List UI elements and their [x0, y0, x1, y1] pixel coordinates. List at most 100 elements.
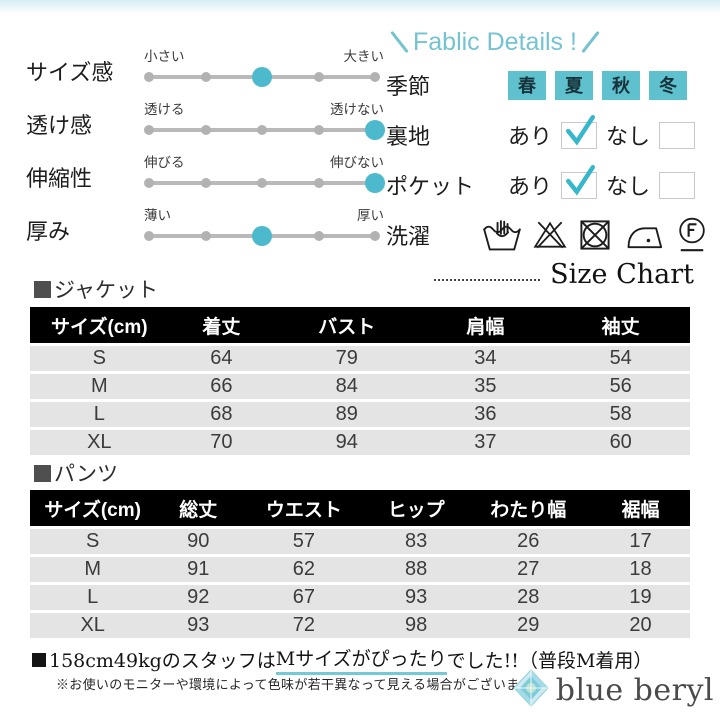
value-cell: 20 — [590, 613, 690, 638]
value-cell: 26 — [465, 529, 591, 554]
value-cell: 17 — [590, 529, 690, 554]
do-not-bleach-icon — [533, 219, 567, 251]
slider-dot[interactable] — [252, 226, 272, 246]
slider-track — [144, 120, 385, 140]
slider-label: 透け感 — [26, 114, 93, 139]
slider-max-label: 大きい — [343, 49, 385, 65]
column-header: 袖丈 — [551, 307, 690, 343]
gem-icon — [511, 668, 551, 712]
column-header: ウエスト — [241, 490, 367, 526]
slider-dot[interactable] — [200, 231, 211, 241]
size-feel-slider: 小さい 大きい — [144, 43, 384, 91]
season-chip-winter[interactable]: 冬 — [649, 70, 687, 100]
slider-dot[interactable] — [365, 120, 385, 140]
note-prefix: 158cm49kgのスタッフは — [49, 650, 276, 672]
slider-dot[interactable] — [365, 173, 385, 193]
slider-dot[interactable] — [313, 72, 324, 82]
thickness-slider: 薄い 厚い — [144, 202, 384, 250]
season-chip-spring[interactable]: 春 — [508, 70, 546, 100]
pants-size-table: サイズ(cm) 総丈 ウエスト ヒップ わたり幅 裾幅 S 90 57 83 2… — [30, 487, 690, 641]
value-cell: 70 — [168, 430, 275, 455]
value-cell: 89 — [274, 402, 420, 427]
value-cell: 84 — [274, 374, 420, 399]
slider-dot[interactable] — [144, 231, 154, 241]
slider-dot[interactable] — [257, 125, 267, 135]
column-header: サイズ(cm) — [30, 490, 156, 526]
table-row: L 92 67 93 28 19 — [30, 585, 690, 610]
pocket-yes-label: あり — [508, 175, 553, 200]
slider-dot[interactable] — [313, 178, 324, 188]
size-cell: M — [30, 374, 169, 399]
value-cell: 36 — [419, 402, 552, 427]
size-cell: XL — [30, 430, 169, 455]
laundry-symbols — [482, 217, 708, 253]
slider-dot[interactable] — [144, 72, 154, 82]
value-cell: 56 — [551, 374, 690, 399]
slider-dot[interactable] — [313, 125, 324, 135]
pocket-row: ポケット あり なし — [386, 160, 716, 210]
check-icon — [563, 114, 597, 152]
value-cell: 66 — [168, 374, 275, 399]
lining-row: 裏地 あり なし — [386, 110, 716, 160]
fabric-details-title: Fablic Details ! — [390, 24, 716, 60]
size-cell: M — [30, 557, 156, 582]
note-suffix: でした!!（普段M着用） — [446, 650, 653, 672]
table-row: M 66 84 35 56 — [30, 374, 690, 399]
slider-max-label: 厚い — [357, 208, 384, 224]
dotted-leader — [434, 278, 541, 281]
column-header: サイズ(cm) — [30, 307, 169, 343]
season-chip-autumn[interactable]: 秋 — [602, 70, 640, 100]
slider-label: 伸縮性 — [26, 167, 93, 192]
jacket-section-title: ジャケット — [54, 279, 158, 302]
slider-dot[interactable] — [370, 231, 380, 241]
value-cell: 79 — [274, 346, 420, 371]
slider-dot[interactable] — [200, 125, 211, 135]
value-cell: 90 — [155, 529, 242, 554]
slider-dot[interactable] — [257, 178, 267, 188]
lining-no-checkbox[interactable] — [659, 121, 696, 149]
hand-wash-icon — [482, 218, 522, 252]
slider-dot[interactable] — [200, 178, 211, 188]
size-cell: L — [30, 402, 169, 427]
value-cell: 28 — [465, 585, 591, 610]
lining-yes-label: あり — [508, 125, 553, 150]
value-cell: 62 — [241, 557, 367, 582]
value-cell: 67 — [241, 585, 367, 610]
slider-dot[interactable] — [144, 125, 154, 135]
value-cell: 98 — [366, 613, 466, 638]
season-row: 季節 春 夏 秋 冬 — [386, 60, 716, 110]
pants-section-title: パンツ — [54, 463, 119, 486]
top-accent-strip — [0, 0, 720, 13]
slider-dot[interactable] — [200, 72, 211, 82]
stretch-slider: 伸びる 伸びない — [144, 149, 385, 197]
jacket-size-table: サイズ(cm) 着丈 バスト 肩幅 袖丈 S 64 79 34 54 M 66 … — [30, 304, 690, 458]
value-cell: 94 — [274, 430, 420, 455]
wash-row: 洗濯 — [386, 210, 716, 260]
slider-dot[interactable] — [144, 178, 154, 188]
value-cell: 57 — [241, 529, 367, 554]
slider-label: 厚み — [26, 220, 71, 245]
value-cell: 64 — [168, 346, 275, 371]
brand-name: blue beryl — [555, 672, 714, 708]
lining-yes-checkbox[interactable] — [561, 114, 598, 149]
slider-dot[interactable] — [370, 72, 380, 82]
table-row: L 68 89 36 58 — [30, 402, 690, 427]
value-cell: 29 — [465, 613, 591, 638]
value-cell: 83 — [366, 529, 466, 554]
dry-clean-f-icon — [676, 217, 708, 253]
value-cell: 37 — [419, 430, 552, 455]
slider-min-label: 伸びる — [144, 155, 185, 171]
pocket-no-checkbox[interactable] — [659, 171, 696, 199]
slider-row-stretch: 伸縮性 伸びる 伸びない — [26, 144, 385, 197]
season-options: 春 夏 秋 冬 — [508, 70, 687, 100]
pants-header-row: サイズ(cm) 総丈 ウエスト ヒップ わたり幅 裾幅 — [30, 490, 690, 526]
slider-dot[interactable] — [252, 67, 272, 87]
value-cell: 91 — [155, 557, 242, 582]
slider-dot[interactable] — [313, 231, 324, 241]
value-cell: 19 — [590, 585, 690, 610]
fabric-details-panel: Fablic Details ! 季節 春 夏 秋 冬 裏地 あり なし — [386, 24, 716, 260]
size-chart-heading: Size Chart — [434, 260, 694, 290]
table-row: S 64 79 34 54 — [30, 346, 690, 371]
pocket-yes-checkbox[interactable] — [561, 164, 598, 199]
season-chip-summer[interactable]: 夏 — [555, 70, 593, 100]
